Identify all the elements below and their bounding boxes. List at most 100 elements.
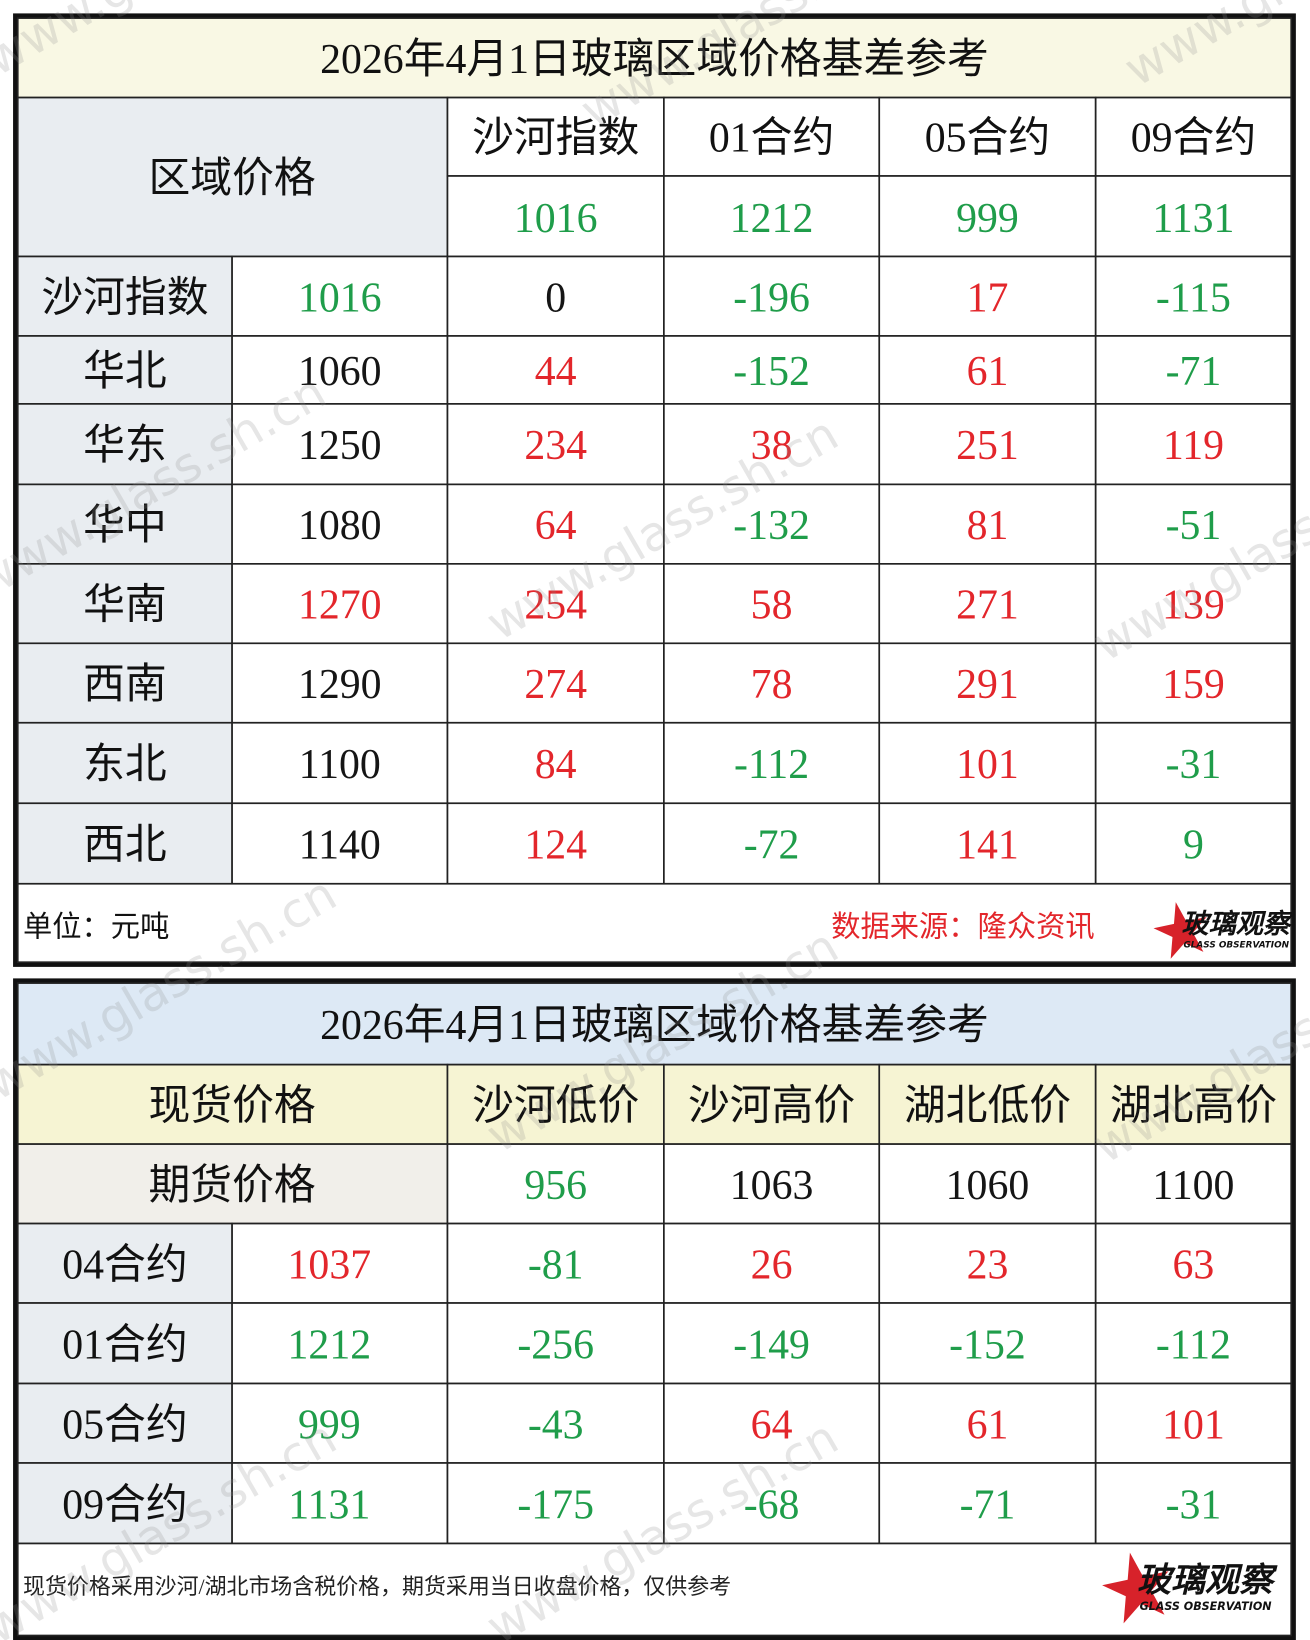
column-header: 01合约 [709, 115, 834, 161]
price-cell [231, 1462, 449, 1545]
row-label-cell [16, 642, 233, 724]
table-title: 2026年4月1日玻璃区域价格基差参考 [320, 36, 989, 83]
basis-value: -149 [733, 1322, 810, 1368]
basis-cell [663, 1382, 881, 1464]
corner-cell [16, 1063, 449, 1145]
basis-cell [663, 563, 881, 645]
row-label: 09合约 [62, 1482, 187, 1528]
logo-star [1102, 1552, 1169, 1624]
basis-cell [1094, 1462, 1293, 1545]
basis-value: -152 [949, 1322, 1026, 1368]
basis-cell [1094, 483, 1293, 565]
basis-cell [446, 721, 665, 805]
basis-value: -71 [1166, 349, 1222, 395]
unit-note: 单位：元吨 [23, 911, 169, 944]
logo-name: 玻璃观察 [1137, 1561, 1278, 1601]
row-label: 华东 [83, 422, 167, 469]
basis-cell [1094, 563, 1293, 645]
basis-value: 291 [956, 662, 1019, 708]
basis-value: -68 [744, 1482, 800, 1528]
value-cell [663, 175, 881, 258]
price-cell [231, 483, 449, 565]
basis-value: 251 [956, 423, 1019, 469]
basis-cell [663, 1222, 881, 1304]
row-label: 01合约 [62, 1322, 187, 1368]
basis-cell [1094, 1382, 1293, 1464]
basis-value: 38 [751, 423, 793, 469]
basis-value: 139 [1162, 583, 1225, 629]
basis-value: 23 [967, 1242, 1009, 1288]
value-cell [1094, 175, 1293, 258]
column-value: 1100 [1152, 1163, 1234, 1209]
corner-cell [16, 96, 449, 258]
price: 1131 [288, 1482, 370, 1528]
logo-subtitle: GLASS OBSERVATION [1183, 940, 1289, 950]
column-value: 999 [956, 196, 1019, 242]
row-label-cell [16, 255, 233, 337]
footer-cell [16, 1542, 1293, 1637]
price: 999 [298, 1402, 361, 1448]
basis-value: 26 [751, 1242, 793, 1288]
basis-value: 0 [545, 275, 566, 321]
basis-value: 9 [1183, 823, 1204, 869]
basis-value: 159 [1162, 662, 1225, 708]
value-cell [878, 1143, 1097, 1225]
column-header: 湖北高价 [1110, 1083, 1277, 1129]
price: 1060 [298, 349, 382, 395]
basis-value: 254 [524, 583, 587, 629]
basis-value: 119 [1163, 423, 1224, 469]
row-label: 华南 [83, 583, 167, 629]
basis-value: 101 [1162, 1402, 1225, 1448]
basis-value: -81 [528, 1242, 584, 1288]
value-cell [446, 175, 665, 258]
row-label-cell [16, 563, 233, 645]
price: 1250 [298, 423, 382, 469]
row-label-cell [16, 403, 233, 486]
column-header: 湖北低价 [904, 1083, 1071, 1129]
source-note: 数据来源：隆众资讯 [831, 911, 1094, 944]
header-cell [1094, 96, 1293, 177]
column-value: 1131 [1152, 196, 1234, 242]
corner-label: 现货价格 [148, 1083, 315, 1129]
price: 1080 [298, 503, 382, 549]
title-cell [16, 17, 1293, 99]
basis-value: -196 [733, 275, 810, 321]
header-cell [1094, 1063, 1293, 1145]
basis-value: -51 [1166, 503, 1222, 549]
column-header: 09合约 [1131, 115, 1256, 161]
basis-value: 78 [751, 662, 793, 708]
basis-cell [446, 802, 665, 885]
price-cell [231, 1382, 449, 1464]
price-cell [231, 802, 449, 885]
basis-value: -72 [744, 823, 800, 869]
row-label: 西北 [83, 823, 167, 869]
basis-cell [446, 255, 665, 337]
row-label-cell [16, 802, 233, 885]
basis-value: 63 [1173, 1242, 1215, 1288]
basis-cell [878, 403, 1097, 486]
column-header: 沙河指数 [472, 115, 639, 161]
row-label-cell [16, 1382, 233, 1464]
basis-value: -115 [1156, 275, 1231, 321]
basis-cell [1094, 335, 1293, 405]
basis-cell [1094, 721, 1293, 805]
basis-value: 124 [524, 823, 587, 869]
row-label: 东北 [83, 741, 167, 788]
price: 1100 [299, 742, 381, 788]
basis-cell [446, 1382, 665, 1464]
basis-value: 61 [967, 1402, 1009, 1448]
basis-cell [878, 335, 1097, 405]
row-label-cell [16, 335, 233, 405]
basis-value: -43 [528, 1402, 584, 1448]
column-value: 1060 [946, 1163, 1030, 1209]
basis-value: 274 [524, 662, 587, 708]
basis-value: 84 [535, 742, 577, 788]
basis-value: 101 [956, 742, 1019, 788]
basis-cell [663, 403, 881, 486]
basis-value: -132 [733, 503, 810, 549]
basis-value: -112 [734, 742, 809, 788]
row-label: 华北 [83, 349, 167, 395]
